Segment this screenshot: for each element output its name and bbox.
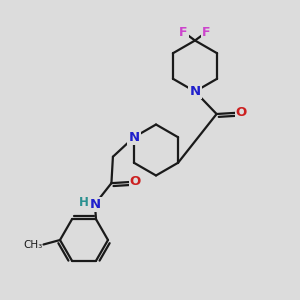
Text: O: O — [130, 175, 141, 188]
Text: F: F — [179, 26, 188, 39]
Text: N: N — [128, 131, 140, 144]
Text: CH₃: CH₃ — [24, 239, 43, 250]
Text: F: F — [202, 26, 211, 39]
Text: N: N — [89, 198, 100, 211]
Text: O: O — [236, 106, 247, 119]
Text: H: H — [79, 196, 88, 209]
Text: N: N — [189, 85, 201, 98]
